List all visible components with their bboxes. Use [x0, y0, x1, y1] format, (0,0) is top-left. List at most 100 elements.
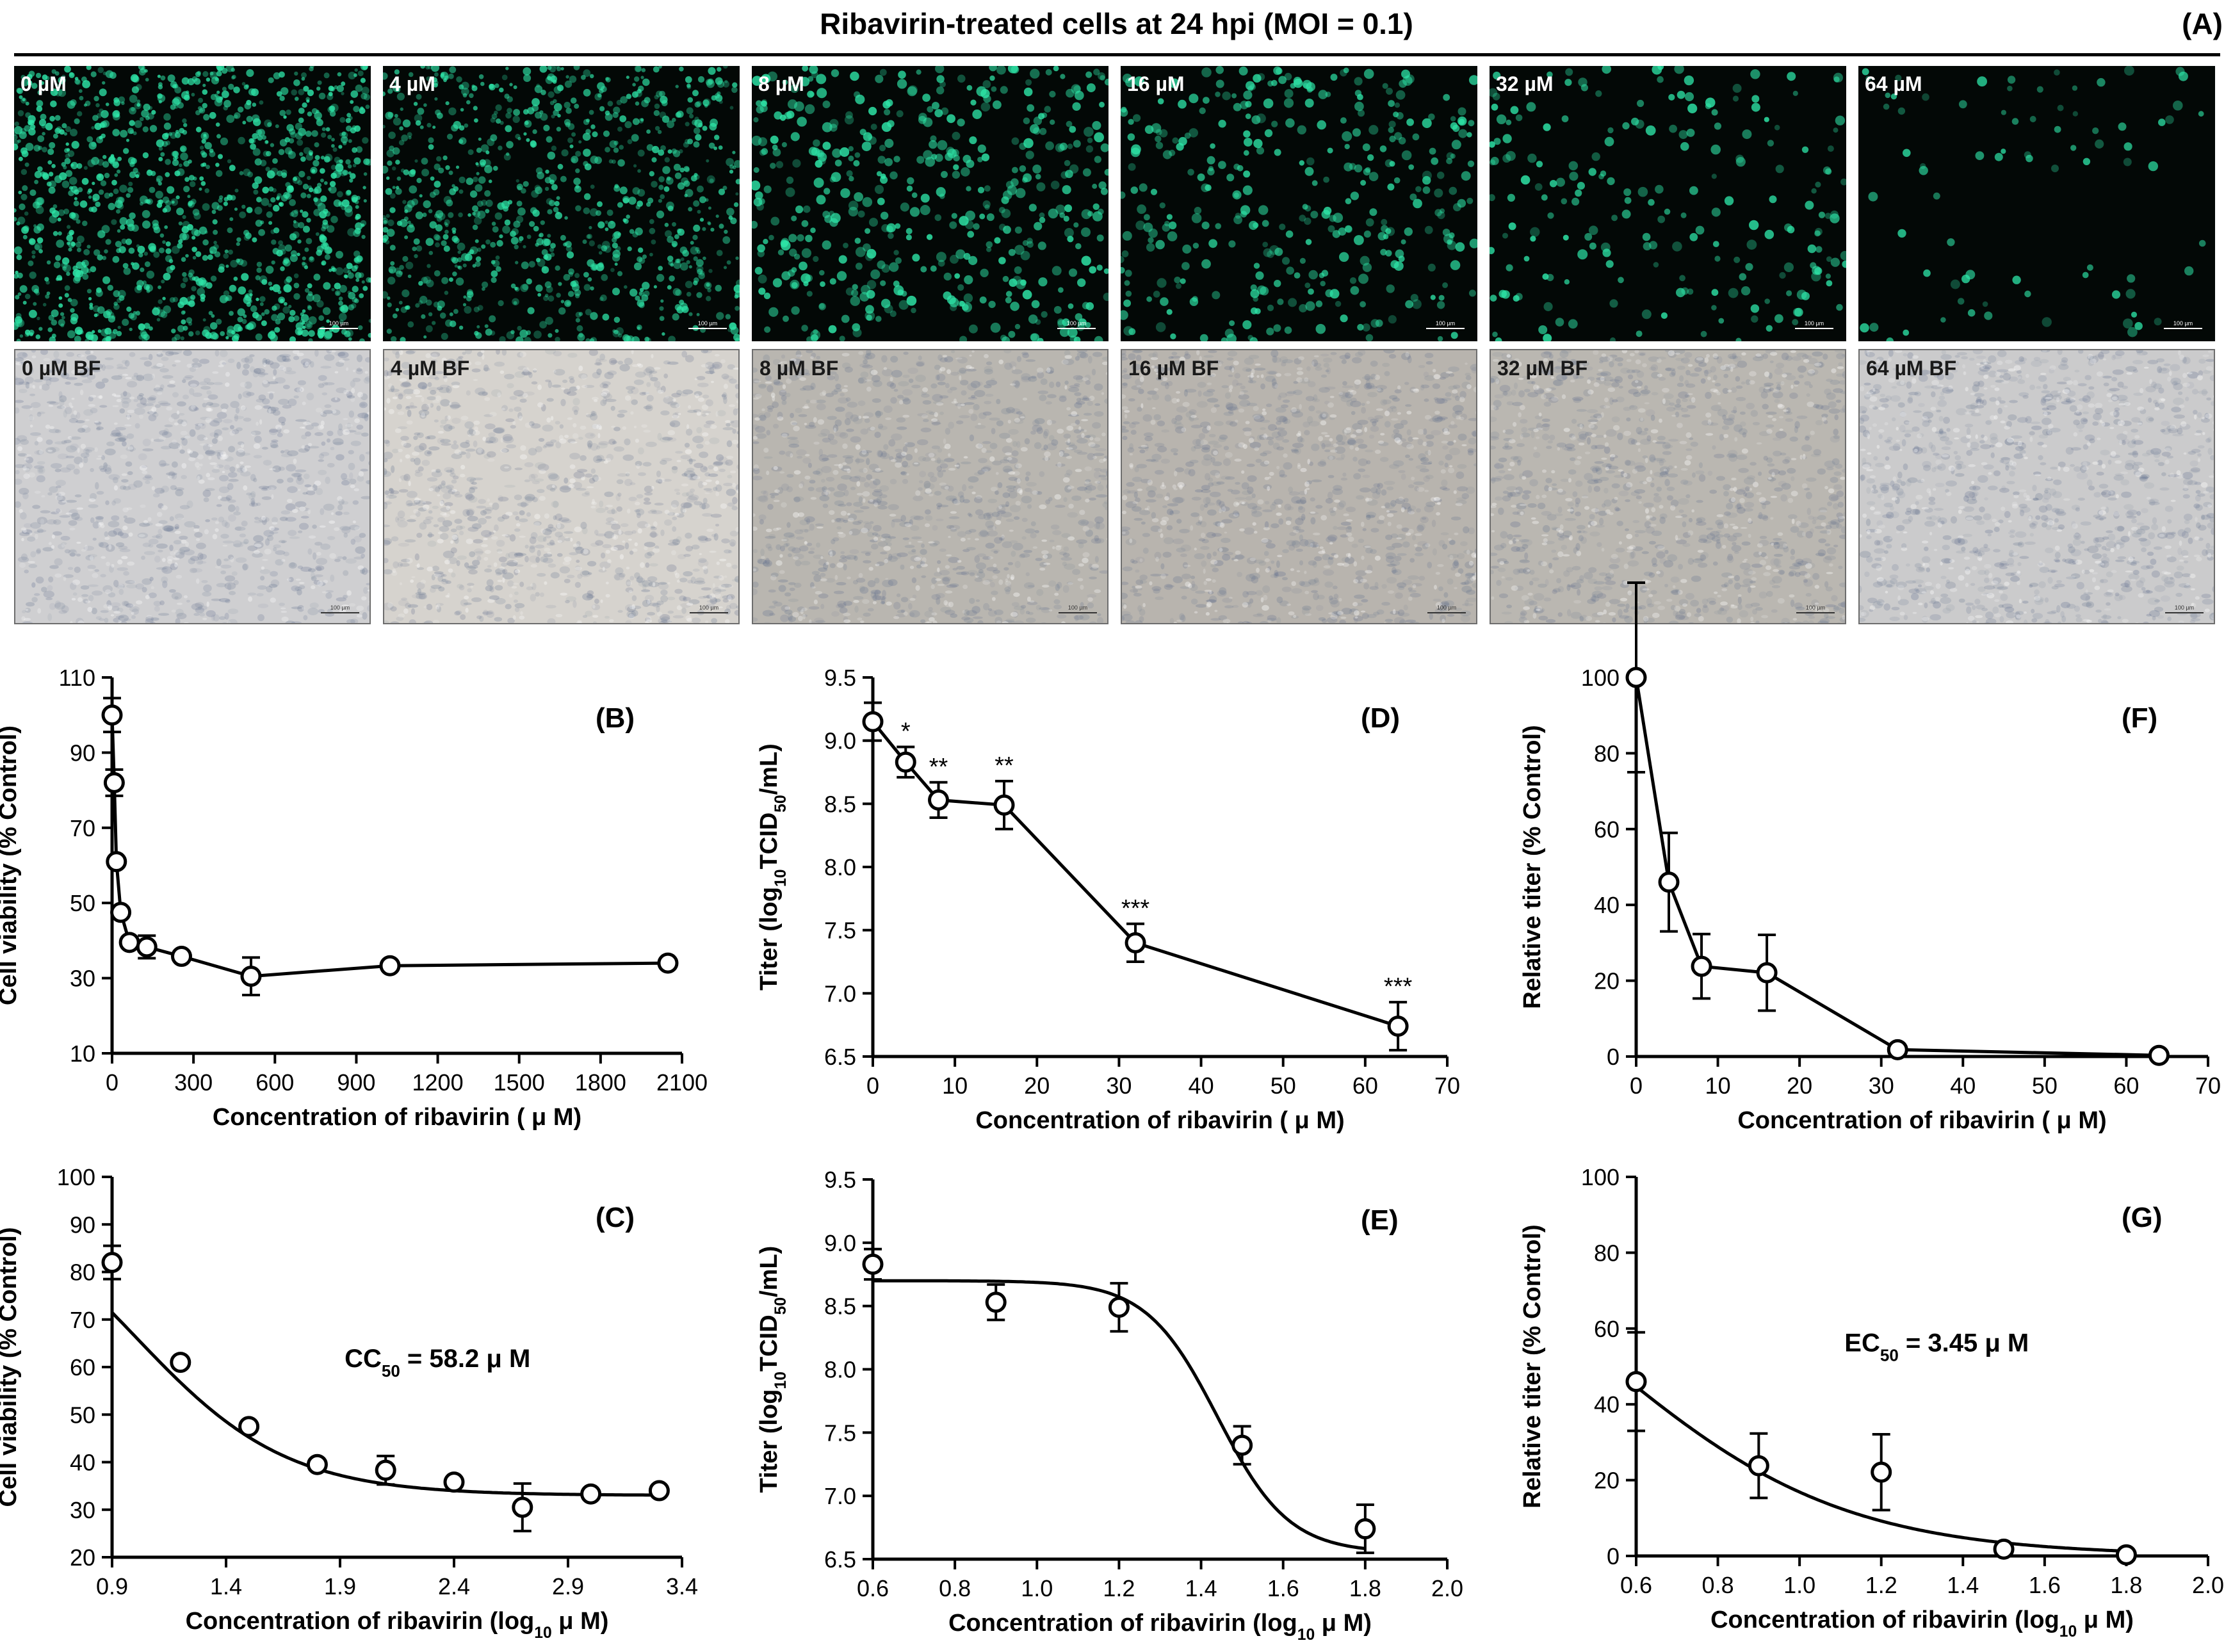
y-tick-label: 0 [1607, 1543, 1620, 1569]
significance-label: *** [1121, 895, 1150, 922]
fluorescence-image: 100 µm 8 µM [752, 66, 1108, 341]
series-line [872, 720, 1399, 1028]
x-axis-label: Concentration of ribavirin ( μ M) [213, 1104, 581, 1131]
y-tick-label: 8.0 [824, 1357, 856, 1383]
x-tick-label: 10 [942, 1073, 968, 1099]
significance-label: ** [929, 754, 948, 781]
x-tick-label: 1.8 [1349, 1575, 1381, 1601]
x-tick-label: 0 [106, 1069, 118, 1096]
fluorescent-cells: 100 µm [14, 66, 371, 341]
brightfield-label: 0 µM BF [22, 357, 101, 380]
y-axis-label: Cell viability (% Control) [0, 1227, 22, 1507]
y-tick-label: 50 [70, 890, 95, 916]
panel-label-a: (A) [2182, 7, 2223, 40]
data-point [862, 1253, 884, 1275]
data-point [928, 789, 950, 811]
x-axis-label: Concentration of ribavirin ( μ M) [1737, 1107, 2106, 1134]
chart-panel: 0.6 0.8 1.0 1.2 1.4 1.6 1.8 2.0 6.5 7.0 7.5 8.0 8.5 9… [756, 1167, 1463, 1644]
x-tick-label: 1.4 [1947, 1572, 1979, 1598]
brightfield-label: 16 µM BF [1128, 357, 1219, 380]
data-point [306, 1454, 328, 1475]
data-point [1625, 1371, 1647, 1393]
y-tick-label: 100 [1581, 1164, 1620, 1190]
data-point [240, 966, 262, 987]
x-tick-label: 2.4 [438, 1573, 470, 1599]
x-tick-label: 0.8 [1702, 1572, 1734, 1598]
data-point [379, 955, 401, 976]
x-axis-label: Concentration of ribavirin (log10 μ M) [186, 1608, 609, 1642]
data-point [1125, 932, 1146, 953]
scale-bar-label: 100 µm [1067, 320, 1086, 327]
fluorescent-cells: 100 µm [1490, 66, 1846, 341]
annotation-label: EC50 = 3.45 μ M [1844, 1329, 2029, 1365]
x-tick-label: 40 [1189, 1073, 1214, 1099]
brightfield-image: 100 µm 64 µM BF [1858, 349, 2215, 624]
fluorescence-label: 16 µM [1127, 72, 1185, 95]
chart-panel: 0 300 600 900 1200 1500 1800 2100 10 30 50 70 90 110 C… [0, 665, 708, 1131]
scale-bar-label: 100 µm [329, 320, 348, 327]
y-tick-label: 90 [70, 740, 95, 766]
panel-label: (C) [596, 1202, 635, 1233]
data-point [895, 751, 916, 773]
significance-label: * [901, 718, 911, 745]
y-tick-label: 6.5 [824, 1044, 856, 1070]
x-tick-label: 2100 [656, 1069, 708, 1096]
brightfield-label: 8 µM BF [759, 357, 839, 380]
x-tick-label: 1800 [575, 1069, 626, 1096]
y-tick-label: 20 [70, 1544, 95, 1571]
data-point [862, 711, 884, 733]
y-tick-label: 30 [70, 1497, 95, 1523]
x-tick-label: 0.8 [939, 1575, 971, 1601]
x-tick-label: 1.4 [210, 1573, 242, 1599]
y-tick-label: 80 [1594, 1240, 1620, 1266]
x-tick-label: 0.6 [857, 1575, 889, 1601]
y-tick-label: 110 [59, 665, 95, 691]
y-tick-label: 9.0 [824, 1230, 856, 1256]
data-point [106, 851, 127, 873]
y-tick-label: 40 [1594, 892, 1620, 918]
data-point [2115, 1544, 2137, 1566]
brightfield-texture: 100 µm [1491, 350, 1845, 623]
data-point [1625, 667, 1647, 688]
y-tick-label: 100 [57, 1164, 95, 1190]
x-tick-label: 1200 [412, 1069, 464, 1096]
fluorescence-label: 0 µM [20, 72, 67, 95]
brightfield-texture: 100 µm [753, 350, 1107, 623]
x-tick-label: 30 [1106, 1073, 1132, 1099]
x-tick-label: 2.9 [552, 1573, 584, 1599]
fluorescence-label: 64 µM [1865, 72, 1922, 95]
x-tick-label: 3.4 [666, 1573, 698, 1599]
fluorescent-cells: 100 µm [1860, 66, 2206, 341]
series-line [110, 715, 669, 978]
data-point [1691, 955, 1712, 977]
x-tick-label: 2.0 [2192, 1572, 2224, 1598]
panel-label: (F) [2122, 702, 2157, 734]
brightfield-texture: 100 µm [1860, 350, 2214, 623]
scale-bar-label: 100 µm [2173, 320, 2193, 327]
y-tick-label: 9.5 [824, 1167, 856, 1193]
scale-bar-label: 100 µm [1436, 320, 1455, 327]
fluorescence-image: 100 µm 4 µM [383, 66, 740, 341]
data-point [580, 1483, 602, 1505]
scale-bar-label: 100 µm [330, 604, 350, 611]
data-point [101, 704, 123, 726]
brightfield-label: 64 µM BF [1866, 357, 1957, 380]
brightfield-image: 100 µm 8 µM BF [752, 349, 1108, 624]
y-tick-label: 6.5 [824, 1546, 856, 1573]
x-axis-label: Concentration of ribavirin (log10 μ M) [948, 1610, 1372, 1644]
x-tick-label: 900 [337, 1069, 375, 1096]
x-tick-label: 0.6 [1620, 1572, 1652, 1598]
significance-label: ** [995, 752, 1014, 779]
data-point [1748, 1455, 1769, 1477]
x-tick-label: 30 [1869, 1073, 1894, 1099]
y-tick-label: 60 [70, 1354, 95, 1381]
panel-label: (E) [1361, 1204, 1399, 1236]
x-tick-label: 20 [1024, 1073, 1050, 1099]
data-point [136, 936, 158, 958]
x-axis-label: Concentration of ribavirin (log10 μ M) [1710, 1607, 2134, 1640]
data-point [1887, 1039, 1908, 1060]
x-tick-label: 60 [2113, 1073, 2139, 1099]
x-axis-label: Concentration of ribavirin ( μ M) [975, 1107, 1344, 1134]
y-axis-label: Titer (log10TCID50/mL) [756, 1246, 790, 1493]
brightfield-texture: 100 µm [384, 350, 738, 623]
